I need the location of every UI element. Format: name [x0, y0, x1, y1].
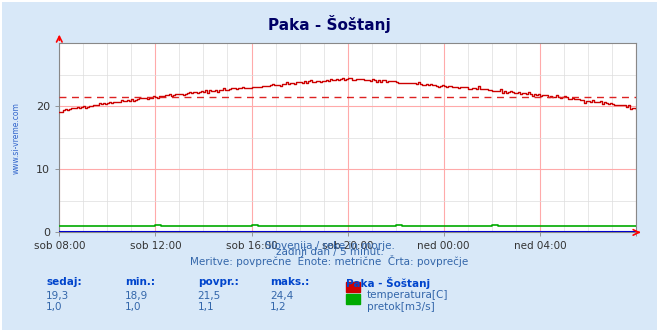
Text: min.:: min.: [125, 277, 156, 287]
Text: Paka - Šoštanj: Paka - Šoštanj [268, 15, 391, 33]
Text: 19,3: 19,3 [46, 290, 69, 300]
Text: Paka - Šoštanj: Paka - Šoštanj [346, 277, 430, 289]
Text: sedaj:: sedaj: [46, 277, 82, 287]
Text: zadnji dan / 5 minut.: zadnji dan / 5 minut. [275, 247, 384, 257]
Text: maks.:: maks.: [270, 277, 310, 287]
Text: 1,0: 1,0 [125, 302, 142, 312]
Text: 1,0: 1,0 [46, 302, 63, 312]
Text: 1,1: 1,1 [198, 302, 214, 312]
Text: 18,9: 18,9 [125, 290, 148, 300]
Text: www.si-vreme.com: www.si-vreme.com [12, 102, 20, 174]
Text: temperatura[C]: temperatura[C] [367, 290, 449, 300]
Text: 24,4: 24,4 [270, 290, 293, 300]
Text: Slovenija / reke in morje.: Slovenija / reke in morje. [264, 241, 395, 251]
Text: povpr.:: povpr.: [198, 277, 239, 287]
Text: pretok[m3/s]: pretok[m3/s] [367, 302, 435, 312]
Text: 1,2: 1,2 [270, 302, 287, 312]
Text: Meritve: povprečne  Enote: metrične  Črta: povprečje: Meritve: povprečne Enote: metrične Črta:… [190, 255, 469, 267]
Text: 21,5: 21,5 [198, 290, 221, 300]
